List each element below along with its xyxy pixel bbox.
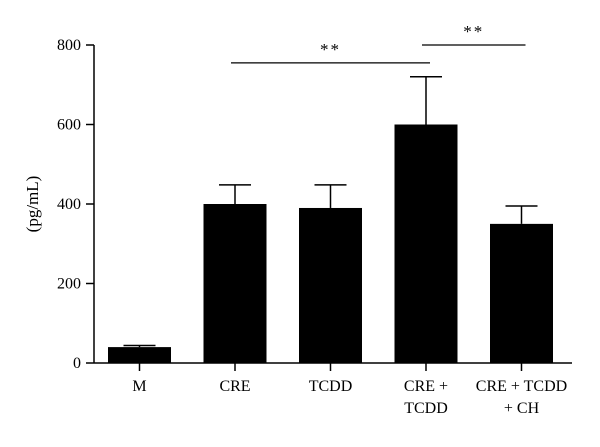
error-bar-2 xyxy=(314,184,347,208)
bar-2 xyxy=(299,207,362,363)
significance-label-0: ** xyxy=(320,40,341,59)
bar-3 xyxy=(394,124,458,363)
bar-1 xyxy=(203,204,267,363)
x-tick-label-2: TCDD xyxy=(309,378,353,395)
x-tick-label-1: CRE xyxy=(219,378,250,395)
x-tick-label-3: CRE + TCDD xyxy=(404,378,448,417)
bars xyxy=(108,124,553,363)
y-axis-title: (pg/mL) xyxy=(23,176,42,233)
y-tick-label-3: 600 xyxy=(57,117,81,134)
significance-brackets: ** ** xyxy=(231,22,526,64)
error-bar-3 xyxy=(410,76,442,125)
axes: 0 200 400 600 800 M CRE TCDD CRE + TCDD CRE + TCDD… xyxy=(57,37,572,417)
x-tick-label-4: CRE + TCDD + CH xyxy=(476,378,567,417)
y-tick-label-4: 800 xyxy=(57,37,81,54)
y-tick-label-0: 0 xyxy=(73,355,81,372)
error-bar-4 xyxy=(505,205,538,224)
error-bar-0 xyxy=(123,344,156,348)
x-tick-label-0: M xyxy=(132,378,146,395)
bar-4 xyxy=(490,223,553,363)
bar-0 xyxy=(108,347,171,363)
error-bars xyxy=(123,76,538,348)
significance-label-1: ** xyxy=(463,22,484,41)
y-tick-label-1: 200 xyxy=(57,276,81,293)
error-bar-1 xyxy=(219,184,251,204)
y-tick-label-2: 400 xyxy=(57,196,81,213)
